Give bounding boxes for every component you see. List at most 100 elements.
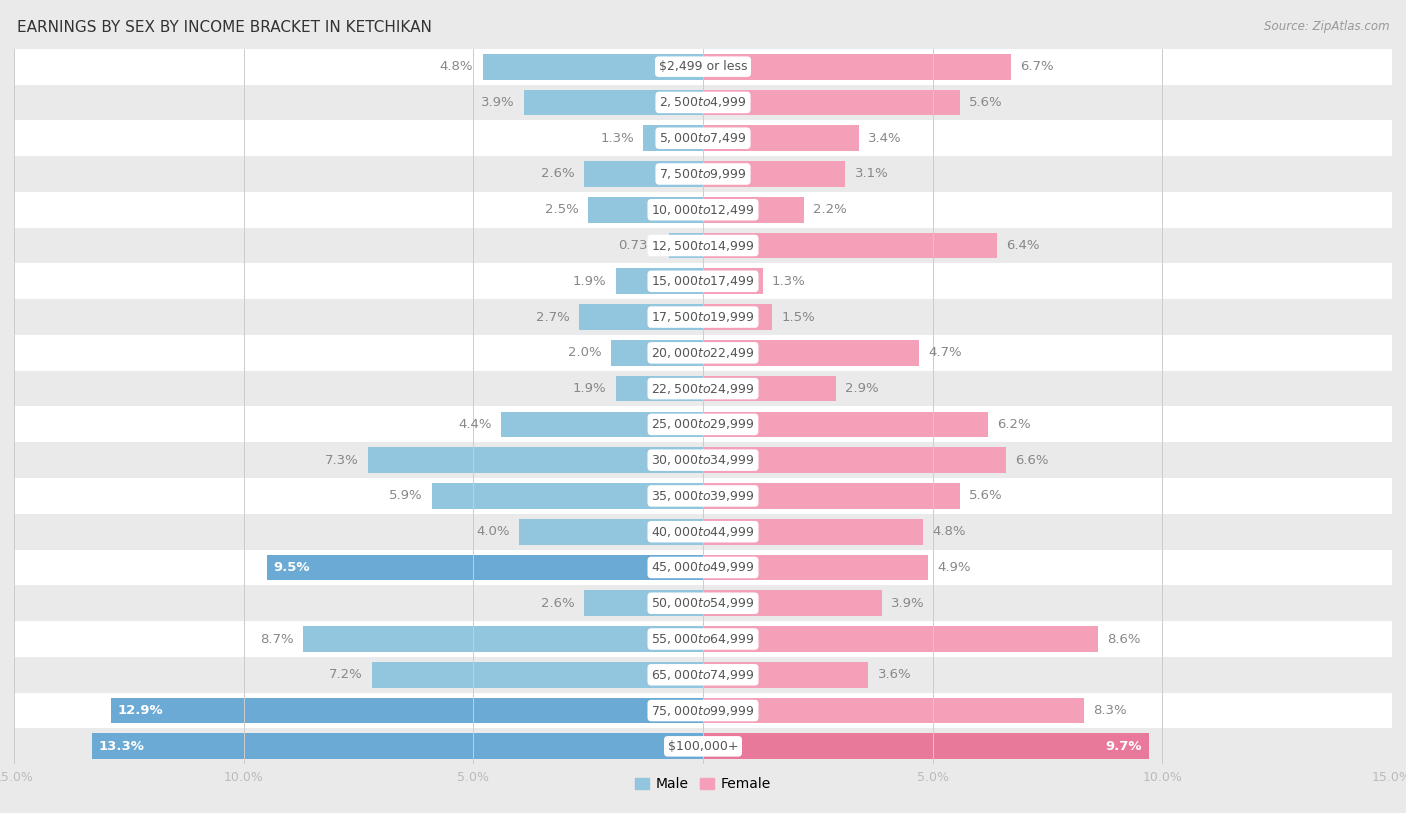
Bar	[616, 268, 703, 294]
Text: $100,000+: $100,000+	[668, 740, 738, 753]
Bar	[519, 519, 703, 545]
Bar	[616, 376, 703, 402]
Text: 5.6%: 5.6%	[969, 489, 1002, 502]
Bar	[588, 197, 703, 223]
Bar	[93, 733, 703, 759]
Text: 3.9%: 3.9%	[481, 96, 515, 109]
Text: 4.0%: 4.0%	[477, 525, 510, 538]
Bar	[644, 125, 703, 151]
Text: 13.3%: 13.3%	[98, 740, 145, 753]
Text: 3.9%: 3.9%	[891, 597, 925, 610]
Text: 2.5%: 2.5%	[546, 203, 579, 216]
Bar	[482, 54, 703, 80]
Bar	[14, 514, 1392, 550]
Bar	[14, 621, 1392, 657]
Text: 1.3%: 1.3%	[600, 132, 634, 145]
Text: 2.6%: 2.6%	[541, 167, 575, 180]
Bar	[14, 585, 1392, 621]
Text: 12.9%: 12.9%	[117, 704, 163, 717]
Text: 7.2%: 7.2%	[329, 668, 363, 681]
Bar	[14, 693, 1392, 728]
Text: 4.9%: 4.9%	[938, 561, 970, 574]
Bar	[703, 554, 928, 580]
Bar	[703, 197, 804, 223]
Text: 8.6%: 8.6%	[1107, 633, 1140, 646]
Text: $7,500 to $9,999: $7,500 to $9,999	[659, 167, 747, 181]
Text: 8.3%: 8.3%	[1094, 704, 1128, 717]
Bar	[703, 54, 1011, 80]
Bar	[368, 447, 703, 473]
Text: $15,000 to $17,499: $15,000 to $17,499	[651, 274, 755, 289]
Text: 6.7%: 6.7%	[1019, 60, 1053, 73]
Bar	[579, 304, 703, 330]
Text: 9.5%: 9.5%	[274, 561, 311, 574]
Bar	[267, 554, 703, 580]
Bar	[14, 192, 1392, 228]
Bar	[14, 478, 1392, 514]
Text: 6.6%: 6.6%	[1015, 454, 1049, 467]
Bar	[703, 411, 988, 437]
Text: $20,000 to $22,499: $20,000 to $22,499	[651, 346, 755, 360]
Text: 7.3%: 7.3%	[325, 454, 359, 467]
Text: 6.4%: 6.4%	[1007, 239, 1039, 252]
Text: 4.8%: 4.8%	[932, 525, 966, 538]
Text: 2.2%: 2.2%	[813, 203, 846, 216]
Bar	[703, 662, 869, 688]
Bar	[14, 550, 1392, 585]
Bar	[14, 299, 1392, 335]
Text: 4.4%: 4.4%	[458, 418, 492, 431]
Text: 8.7%: 8.7%	[260, 633, 294, 646]
Text: $65,000 to $74,999: $65,000 to $74,999	[651, 667, 755, 682]
Bar	[501, 411, 703, 437]
Text: 9.7%: 9.7%	[1105, 740, 1142, 753]
Text: $17,500 to $19,999: $17,500 to $19,999	[651, 310, 755, 324]
Bar	[703, 268, 762, 294]
Bar	[583, 161, 703, 187]
Bar	[14, 728, 1392, 764]
Text: 2.6%: 2.6%	[541, 597, 575, 610]
Text: $30,000 to $34,999: $30,000 to $34,999	[651, 453, 755, 467]
Text: 3.6%: 3.6%	[877, 668, 911, 681]
Bar	[703, 89, 960, 115]
Bar	[703, 626, 1098, 652]
Bar	[14, 85, 1392, 120]
Text: $10,000 to $12,499: $10,000 to $12,499	[651, 202, 755, 217]
Bar	[703, 125, 859, 151]
Bar	[14, 120, 1392, 156]
Bar	[111, 698, 703, 724]
Bar	[703, 161, 845, 187]
Bar	[14, 156, 1392, 192]
Text: 4.7%: 4.7%	[928, 346, 962, 359]
Text: 3.1%: 3.1%	[855, 167, 889, 180]
Bar	[14, 335, 1392, 371]
Bar	[703, 233, 997, 259]
Text: 2.9%: 2.9%	[845, 382, 879, 395]
Text: $75,000 to $99,999: $75,000 to $99,999	[651, 703, 755, 718]
Bar	[703, 590, 882, 616]
Bar	[703, 376, 837, 402]
Text: 1.9%: 1.9%	[572, 382, 606, 395]
Text: $5,000 to $7,499: $5,000 to $7,499	[659, 131, 747, 146]
Bar	[703, 447, 1007, 473]
Text: $2,499 or less: $2,499 or less	[659, 60, 747, 73]
Text: $22,500 to $24,999: $22,500 to $24,999	[651, 381, 755, 396]
Legend: Male, Female: Male, Female	[630, 772, 776, 797]
Bar	[703, 304, 772, 330]
Text: $55,000 to $64,999: $55,000 to $64,999	[651, 632, 755, 646]
Text: 2.7%: 2.7%	[536, 311, 569, 324]
Bar	[14, 657, 1392, 693]
Bar	[703, 519, 924, 545]
Text: 1.3%: 1.3%	[772, 275, 806, 288]
Bar	[703, 340, 920, 366]
Bar	[432, 483, 703, 509]
Text: 1.9%: 1.9%	[572, 275, 606, 288]
Text: EARNINGS BY SEX BY INCOME BRACKET IN KETCHIKAN: EARNINGS BY SEX BY INCOME BRACKET IN KET…	[17, 20, 432, 35]
Bar	[14, 371, 1392, 406]
Text: 3.4%: 3.4%	[869, 132, 903, 145]
Bar	[612, 340, 703, 366]
Bar	[14, 263, 1392, 299]
Bar	[14, 228, 1392, 263]
Text: $45,000 to $49,999: $45,000 to $49,999	[651, 560, 755, 575]
Text: 5.6%: 5.6%	[969, 96, 1002, 109]
Text: 6.2%: 6.2%	[997, 418, 1031, 431]
